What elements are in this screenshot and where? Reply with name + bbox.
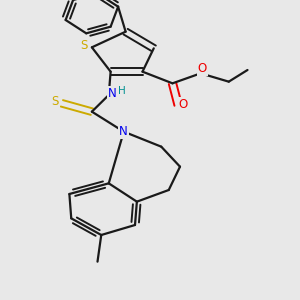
- Text: O: O: [178, 98, 187, 112]
- Text: O: O: [198, 62, 207, 75]
- Text: H: H: [118, 86, 126, 96]
- Text: S: S: [51, 95, 59, 108]
- Text: N: N: [108, 87, 117, 100]
- Text: S: S: [80, 39, 87, 52]
- Text: N: N: [119, 125, 128, 138]
